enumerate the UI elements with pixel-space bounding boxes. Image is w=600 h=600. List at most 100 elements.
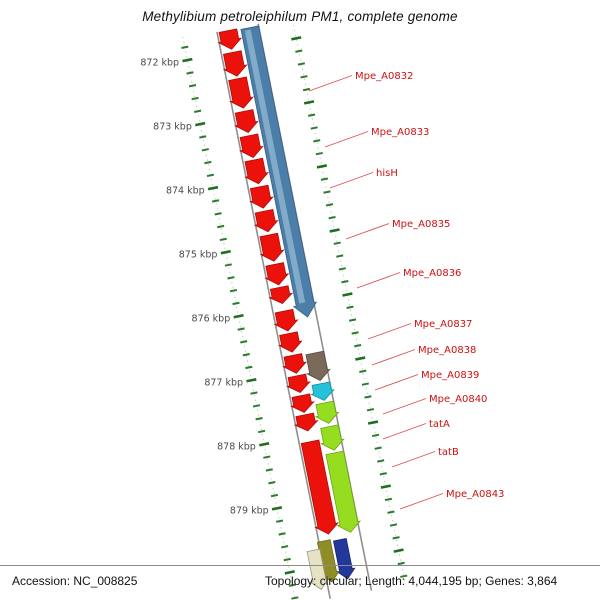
- gene-arrow-Mpe_A0836[interactable]: [268, 285, 294, 306]
- blue-region-stripe: [244, 29, 306, 304]
- ruler-minor-tick: [346, 305, 354, 309]
- ruler-minor-tick: [328, 215, 336, 220]
- ruler-minor-tick: [204, 160, 212, 165]
- gene-arrow-Mpe_A0838[interactable]: [277, 331, 303, 354]
- gene-arrow-Mpe_A0837[interactable]: [273, 308, 300, 333]
- gene-label[interactable]: tatB: [438, 447, 459, 458]
- ruler-major-tick: [207, 185, 219, 191]
- gene-arrow-tatB[interactable]: [318, 424, 345, 452]
- ruler-minor-tick: [361, 382, 369, 386]
- ruler-minor-tick: [384, 497, 393, 502]
- ruler-label: 879 kbp: [230, 506, 269, 517]
- ruler-minor-tick: [397, 561, 405, 566]
- ruler-major-tick: [316, 164, 328, 169]
- ruler-minor-tick: [255, 417, 263, 421]
- status-bar: Accession: NC_008825 Topology: circular;…: [0, 565, 600, 600]
- ruler-minor-tick: [278, 532, 286, 536]
- accession-text: Accession: NC_008825: [12, 574, 138, 588]
- gene-arrow[interactable]: [257, 232, 285, 264]
- label-leader-line: [308, 75, 353, 92]
- gene-arrow[interactable]: [299, 439, 340, 537]
- gene-arrow-Mpe_A0832[interactable]: [226, 76, 254, 110]
- ruler-minor-tick: [219, 237, 227, 242]
- ruler-minor-tick: [265, 468, 273, 472]
- gene-arrow-Mpe_A0843[interactable]: [323, 450, 362, 535]
- gene-arrow[interactable]: [305, 548, 330, 592]
- ruler-major-tick: [393, 548, 404, 553]
- gene-arrow[interactable]: [233, 109, 260, 135]
- gene-label[interactable]: Mpe_A0838: [418, 345, 476, 356]
- ruler-minor-tick: [214, 212, 222, 216]
- ruler-minor-tick: [392, 536, 400, 540]
- gene-label[interactable]: Mpe_A0832: [355, 71, 413, 82]
- gene-label[interactable]: hisH: [376, 168, 398, 179]
- ruler-minor-tick: [371, 433, 380, 438]
- ruler-minor-tick: [351, 331, 359, 335]
- ruler-minor-tick: [333, 241, 341, 245]
- gene-arrow[interactable]: [248, 184, 275, 211]
- ruler-label: 872 kbp: [140, 57, 179, 68]
- gene-arrow[interactable]: [293, 412, 319, 434]
- ruler-minor-tick: [199, 135, 207, 139]
- ruler-minor-tick: [364, 395, 372, 399]
- gene-label[interactable]: Mpe_A0839: [421, 370, 479, 381]
- ruler-minor-tick: [252, 404, 261, 408]
- gene-arrow[interactable]: [221, 50, 248, 78]
- label-leader-line: [356, 272, 401, 289]
- ruler-minor-tick: [348, 318, 357, 322]
- ruler-minor-tick: [224, 263, 232, 267]
- gene-arrow[interactable]: [217, 28, 243, 51]
- ruler-minor-tick: [211, 199, 220, 203]
- page-title: Methylibium petroleiphilum PM1, complete…: [142, 9, 458, 24]
- gene-label[interactable]: Mpe_A0840: [429, 394, 487, 405]
- ruler-minor-tick: [374, 446, 382, 450]
- ruler-major-tick: [355, 356, 366, 361]
- gene-arrow[interactable]: [286, 373, 312, 395]
- gene-arrow-Mpe_A0840[interactable]: [310, 381, 336, 402]
- ruler-major-tick: [195, 121, 206, 127]
- ruler-minor-tick: [313, 139, 321, 143]
- ruler-line-left: [182, 36, 297, 600]
- ruler-minor-tick: [257, 429, 266, 434]
- gene-arrow-tatA[interactable]: [313, 400, 340, 426]
- gene-arrow[interactable]: [289, 393, 316, 414]
- ruler-minor-tick: [325, 203, 334, 207]
- ruler-minor-tick: [229, 288, 238, 293]
- ruler-minor-tick: [194, 109, 202, 113]
- gene-arrow-Mpe_A0833[interactable]: [238, 133, 265, 159]
- gene-arrow-Mpe_A0839[interactable]: [303, 350, 331, 383]
- label-leader-line: [391, 451, 436, 468]
- ruler-minor-tick: [400, 574, 408, 578]
- ruler-minor-tick: [320, 177, 329, 181]
- ruler-minor-tick: [295, 49, 303, 53]
- ruler-minor-tick: [281, 545, 289, 549]
- ruler-major-tick: [367, 420, 379, 425]
- ruler-major-tick: [329, 228, 340, 233]
- ruler-label: 875 kbp: [179, 249, 218, 260]
- gene-label[interactable]: Mpe_A0836: [403, 268, 461, 279]
- gene-arrow[interactable]: [282, 353, 308, 375]
- ruler-major-tick: [233, 313, 244, 319]
- gene-arrow-hisH[interactable]: [243, 157, 270, 186]
- gene-arrow-Mpe_A0835[interactable]: [253, 209, 280, 234]
- ruler-major-tick: [246, 378, 257, 383]
- ruler-minor-tick: [379, 472, 387, 476]
- gene-label[interactable]: Mpe_A0833: [371, 127, 429, 138]
- ruler-minor-tick: [338, 267, 346, 271]
- ruler-minor-tick: [186, 71, 194, 75]
- ruler-major-tick: [303, 100, 315, 105]
- gene-arrow[interactable]: [263, 262, 290, 287]
- gene-label[interactable]: Mpe_A0843: [446, 489, 504, 500]
- label-leader-line: [371, 349, 416, 366]
- ruler-minor-tick: [188, 84, 197, 88]
- ruler-minor-tick: [250, 391, 258, 395]
- ruler-minor-tick: [354, 344, 362, 348]
- gene-label[interactable]: Mpe_A0837: [414, 319, 472, 330]
- label-leader-line: [324, 131, 369, 148]
- ruler-minor-tick: [237, 327, 245, 331]
- gene-label[interactable]: tatA: [429, 419, 450, 430]
- gene-label[interactable]: Mpe_A0835: [392, 219, 450, 230]
- ruler-minor-tick: [240, 340, 248, 344]
- ruler-minor-tick: [201, 148, 209, 152]
